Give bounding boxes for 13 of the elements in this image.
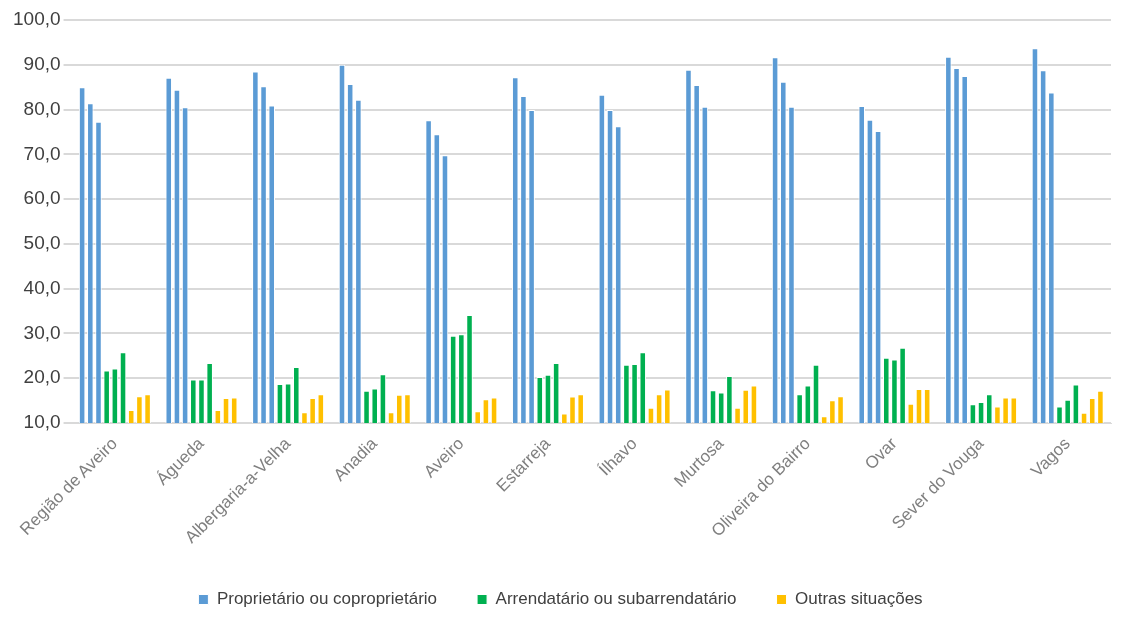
legend-label: Proprietário ou coproprietário bbox=[216, 589, 438, 609]
y-tick-label: 50,0 bbox=[23, 232, 61, 254]
legend-label: Arrendatário ou subarrendatário bbox=[495, 589, 737, 609]
y-tick-label: 20,0 bbox=[23, 366, 61, 388]
legend-label: Outras situações bbox=[795, 589, 923, 609]
y-tick-label: 100,0 bbox=[13, 8, 61, 30]
y-tick-label: 80,0 bbox=[23, 97, 61, 119]
y-tick-label: 60,0 bbox=[23, 187, 61, 209]
y-tick-label: 30,0 bbox=[23, 321, 61, 343]
y-tick-label: 90,0 bbox=[23, 53, 61, 75]
y-tick-label: 10,0 bbox=[23, 411, 61, 433]
y-tick-label: 40,0 bbox=[23, 276, 61, 298]
y-tick-label: 70,0 bbox=[23, 142, 61, 164]
